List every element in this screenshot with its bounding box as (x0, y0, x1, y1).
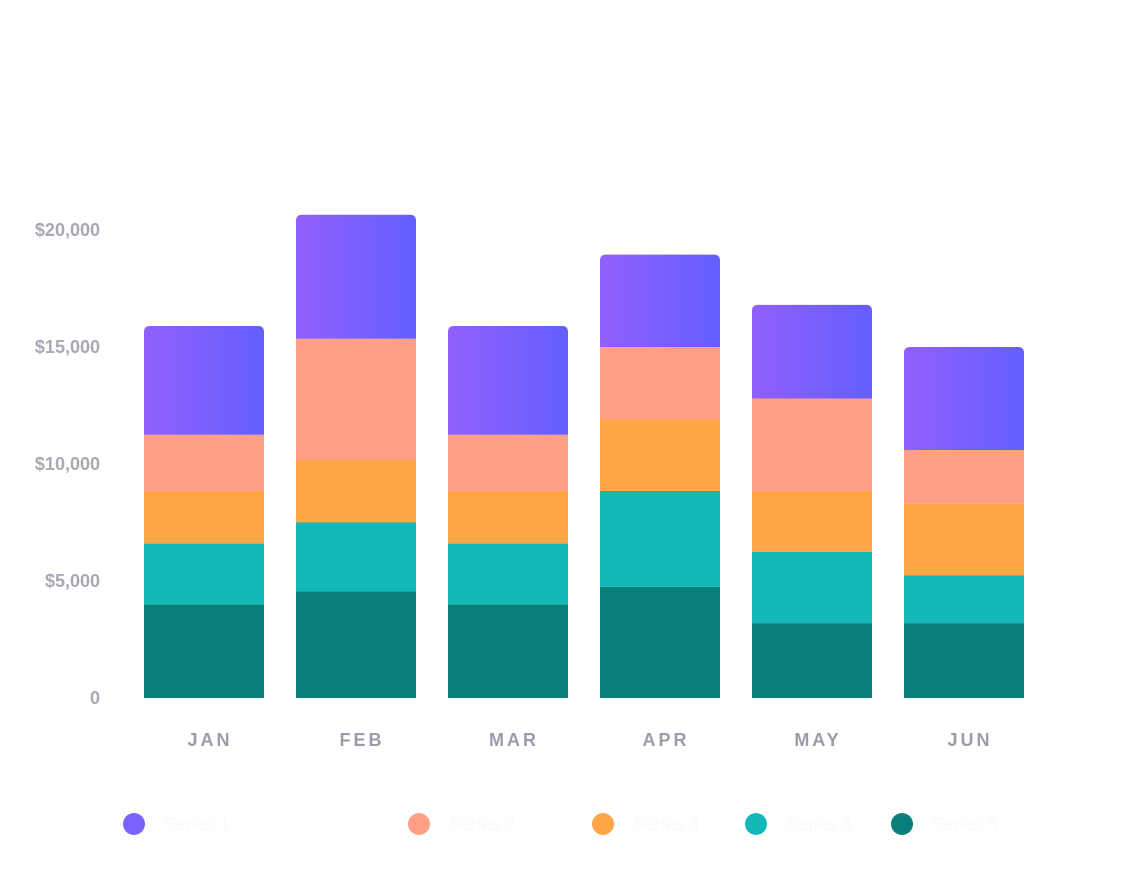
x-axis: JAN FEB MAR APR MAY JUN (187, 730, 992, 750)
bar-segment-series-5 (448, 604, 568, 698)
bar-segment-series-4 (904, 575, 1024, 624)
bar-segment-series-5 (752, 623, 872, 698)
x-tick-label: APR (642, 730, 689, 750)
legend-swatch (408, 813, 430, 835)
y-tick-label: $20,000 (35, 220, 100, 240)
bar-segment-series-3 (448, 490, 568, 544)
bar-segment-series-1 (448, 325, 568, 435)
bar-segment-series-2 (904, 449, 1024, 504)
bar-segment-series-2 (600, 347, 720, 420)
legend-item: Series 2 (408, 813, 515, 835)
bar-segment-series-1 (752, 304, 872, 399)
bar-segment-series-4 (600, 490, 720, 587)
legend-label: Series 2 (449, 814, 515, 834)
bar-segment-series-1 (600, 254, 720, 347)
x-tick-label: MAR (489, 730, 539, 750)
bar-segment-series-3 (144, 490, 264, 544)
bar-segment-series-5 (904, 623, 1024, 698)
legend-item: Series 1 (123, 813, 230, 835)
legend-item: Series 5 (891, 813, 998, 835)
legend-swatch (592, 813, 614, 835)
bar-segment-series-2 (752, 398, 872, 491)
legend-label: Series 1 (164, 814, 230, 834)
bar-segment-series-5 (144, 604, 264, 698)
bar-segment-series-4 (448, 543, 568, 605)
bar-segment-series-3 (600, 419, 720, 491)
legend-label: Series 4 (786, 814, 852, 834)
bar-segment-series-3 (296, 460, 416, 523)
bar-segment-series-2 (144, 434, 264, 491)
bars (144, 214, 1024, 698)
bar-segment-series-2 (448, 434, 568, 491)
bar-segment-series-5 (600, 586, 720, 698)
bar-segment-series-1 (296, 214, 416, 339)
y-axis: 0 $5,000 $10,000 $15,000 $20,000 (35, 220, 100, 708)
legend-item: Series 4 (745, 813, 852, 835)
y-tick-label: $15,000 (35, 337, 100, 357)
legend: Series 1 Series 2 Series 3 Series 4 Series 5 (123, 813, 998, 835)
x-tick-label: MAY (794, 730, 841, 750)
bar-segment-series-5 (296, 591, 416, 698)
legend-item: Series 3 (592, 813, 699, 835)
legend-label: Series 5 (932, 814, 998, 834)
y-tick-label: 0 (90, 688, 100, 708)
bar-segment-series-4 (752, 551, 872, 624)
x-tick-label: JUN (947, 730, 992, 750)
bar-segment-series-1 (144, 325, 264, 435)
x-tick-label: JAN (187, 730, 232, 750)
y-tick-label: $5,000 (45, 571, 100, 591)
x-tick-label: FEB (340, 730, 385, 750)
bar-segment-series-1 (904, 347, 1024, 450)
bar-segment-series-4 (144, 543, 264, 605)
legend-swatch (891, 813, 913, 835)
bar-segment-series-3 (904, 503, 1024, 576)
legend-swatch (745, 813, 767, 835)
legend-swatch (123, 813, 145, 835)
bar-segment-series-2 (296, 338, 416, 461)
legend-label: Series 3 (633, 814, 699, 834)
bar-segment-series-3 (752, 490, 872, 552)
y-tick-label: $10,000 (35, 454, 100, 474)
bar-segment-series-4 (296, 522, 416, 592)
